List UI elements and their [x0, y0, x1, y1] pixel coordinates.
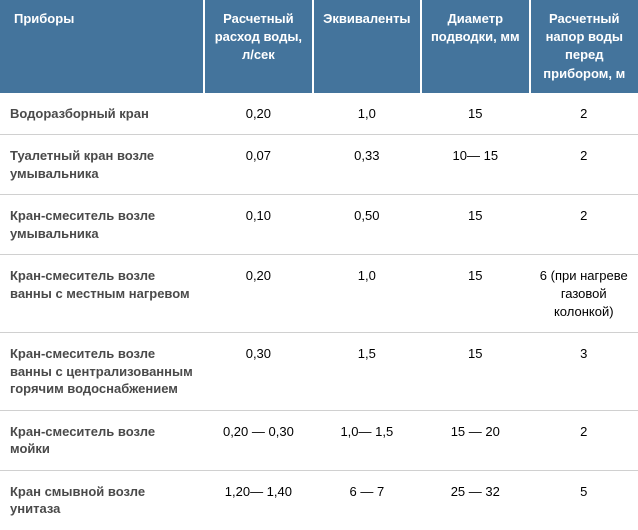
cell-flow: 0,20	[204, 255, 312, 333]
table-row: Водоразборный кран 0,20 1,0 15 2	[0, 93, 638, 135]
cell-flow: 1,20— 1,40	[204, 470, 312, 530]
fixtures-table: Приборы Расчетный расход воды, л/сек Экв…	[0, 0, 638, 530]
table-row: Кран-смеситель возле ванны с централизов…	[0, 333, 638, 411]
cell-name: Кран-смеситель возле умывальника	[0, 195, 204, 255]
col-header-equiv: Эквиваленты	[313, 0, 421, 93]
cell-diameter: 15	[421, 333, 529, 411]
cell-diameter: 25 — 32	[421, 470, 529, 530]
cell-flow: 0,30	[204, 333, 312, 411]
cell-flow: 0,10	[204, 195, 312, 255]
cell-pressure: 2	[530, 135, 638, 195]
cell-equiv: 6 — 7	[313, 470, 421, 530]
col-header-pressure: Расчетный напор воды перед прибором, м	[530, 0, 638, 93]
cell-name: Кран смывной возле унитаза	[0, 470, 204, 530]
cell-diameter: 15 — 20	[421, 410, 529, 470]
cell-name: Кран-смеситель возле ванны с местным наг…	[0, 255, 204, 333]
table-body: Водоразборный кран 0,20 1,0 15 2 Туалетн…	[0, 93, 638, 530]
cell-equiv: 1,0— 1,5	[313, 410, 421, 470]
cell-flow: 0,20 — 0,30	[204, 410, 312, 470]
table-row: Туалетный кран возле умывальника 0,07 0,…	[0, 135, 638, 195]
cell-name: Туалетный кран возле умывальника	[0, 135, 204, 195]
col-header-flow: Расчетный расход воды, л/сек	[204, 0, 312, 93]
cell-flow: 0,20	[204, 93, 312, 135]
cell-equiv: 1,5	[313, 333, 421, 411]
cell-equiv: 0,50	[313, 195, 421, 255]
cell-pressure: 5	[530, 470, 638, 530]
cell-pressure: 2	[530, 93, 638, 135]
table-row: Кран смывной возле унитаза 1,20— 1,40 6 …	[0, 470, 638, 530]
cell-equiv: 1,0	[313, 93, 421, 135]
col-header-device: Приборы	[0, 0, 204, 93]
table-row: Кран-смеситель возле ванны с местным наг…	[0, 255, 638, 333]
cell-diameter: 15	[421, 195, 529, 255]
cell-pressure: 2	[530, 195, 638, 255]
cell-name: Водоразборный кран	[0, 93, 204, 135]
cell-name: Кран-смеситель возле ванны с централизов…	[0, 333, 204, 411]
cell-diameter: 15	[421, 255, 529, 333]
cell-diameter: 10— 15	[421, 135, 529, 195]
cell-name: Кран-смеситель возле мойки	[0, 410, 204, 470]
cell-diameter: 15	[421, 93, 529, 135]
cell-pressure: 6 (при нагреве газовой колонкой)	[530, 255, 638, 333]
table-row: Кран-смеситель возле умывальника 0,10 0,…	[0, 195, 638, 255]
cell-pressure: 2	[530, 410, 638, 470]
cell-equiv: 0,33	[313, 135, 421, 195]
cell-equiv: 1,0	[313, 255, 421, 333]
cell-pressure: 3	[530, 333, 638, 411]
header-row: Приборы Расчетный расход воды, л/сек Экв…	[0, 0, 638, 93]
cell-flow: 0,07	[204, 135, 312, 195]
col-header-diameter: Диаметр подводки, мм	[421, 0, 529, 93]
table-row: Кран-смеситель возле мойки 0,20 — 0,30 1…	[0, 410, 638, 470]
